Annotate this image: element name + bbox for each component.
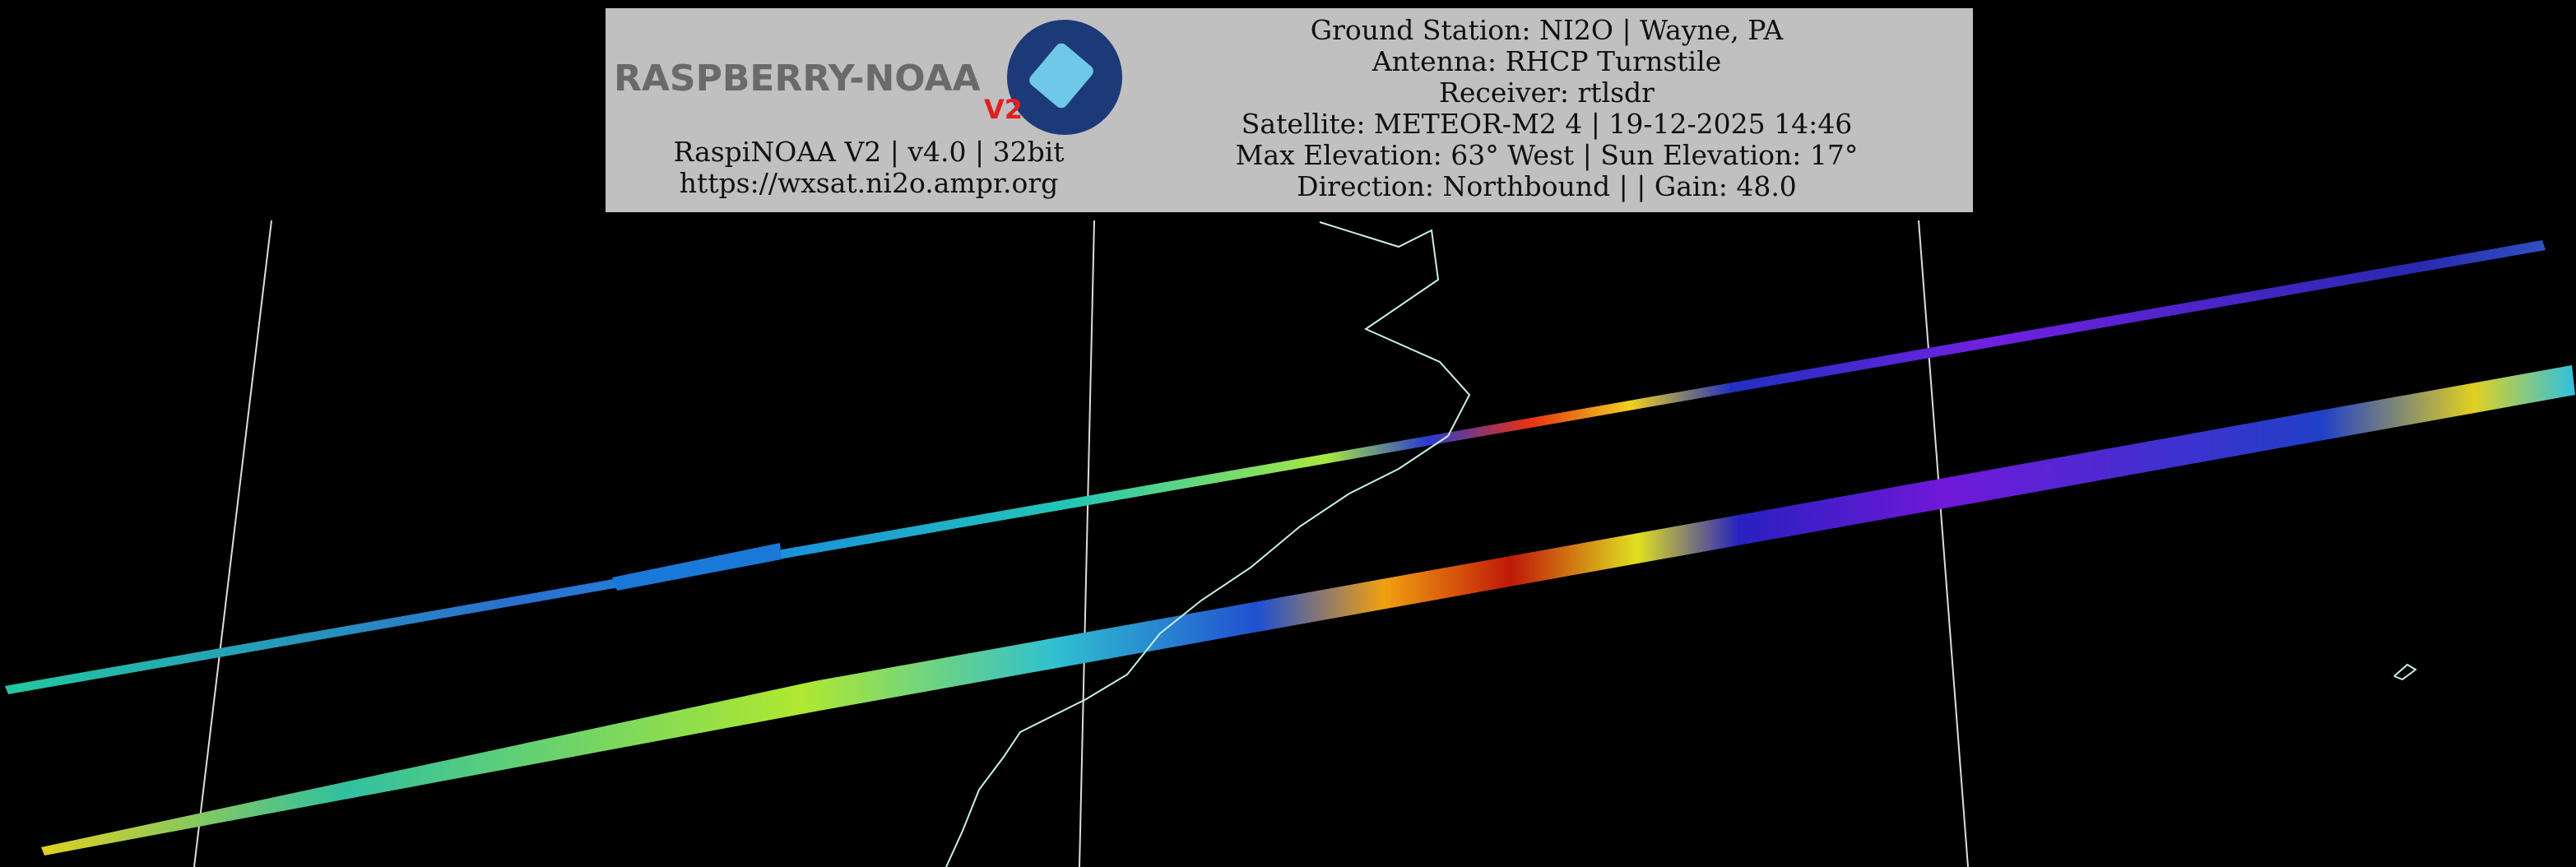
logo-satellite: [1029, 43, 1093, 109]
logo-badge: V2: [984, 94, 1023, 125]
detail-line: Antenna: RHCP Turnstile: [1372, 45, 1721, 77]
detail-line: Receiver: rtlsdr: [1439, 76, 1655, 109]
detail-line: Max Elevation: 63° West | Sun Elevation:…: [1236, 139, 1859, 171]
island: [2393, 663, 2417, 681]
grid-line: [193, 220, 272, 867]
detail-line: Ground Station: NI2O | Wayne, PA: [1311, 14, 1785, 46]
software-version: RaspiNOAA V2 | v4.0 | 32bit: [673, 136, 1064, 168]
logo-title: RASPBERRY-NOAA: [614, 58, 981, 100]
swath: [41, 365, 2575, 855]
detail-line: Direction: Northbound | | Gain: 48.0: [1297, 170, 1797, 202]
grid-line: [1079, 220, 1095, 867]
detail-line: Satellite: METEOR-M2 4 | 19-12-2025 14:4…: [1242, 108, 1852, 140]
coastline: [945, 221, 1471, 867]
station-url: https://wxsat.ni2o.ampr.org: [680, 167, 1059, 199]
header-panel: [606, 8, 1973, 212]
grid-line: [1918, 220, 1969, 867]
pass-details: Ground Station: NI2O | Wayne, PAAntenna:…: [1236, 14, 1859, 202]
swath-segment: [612, 543, 782, 591]
